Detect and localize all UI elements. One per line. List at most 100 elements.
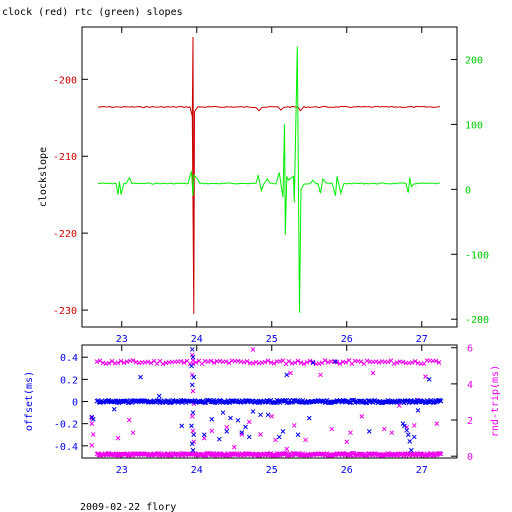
footer-label: 2009-02-22 flory <box>80 502 176 512</box>
roundtrip-point <box>291 423 297 428</box>
offset-point <box>224 429 230 434</box>
roundtrip-point <box>209 428 215 434</box>
roundtrip-y-right-tick-label: 4 <box>467 380 473 391</box>
offset-point <box>190 354 196 360</box>
roundtrip-point <box>231 444 237 450</box>
offset-x-tick-label: 26 <box>341 465 353 476</box>
roundtrip-band-1 <box>94 450 444 458</box>
roundtrip-y-right-tick-label: 2 <box>467 416 473 427</box>
offset-point <box>310 360 316 366</box>
offset-point <box>258 412 263 418</box>
offset-point <box>295 432 301 438</box>
slopes-y-left-tick-label: -230 <box>53 306 77 317</box>
offset-point <box>250 409 256 414</box>
slopes-x-tick-label: 27 <box>416 334 428 345</box>
offset-y-left-tick-label: -0.4 <box>54 442 78 453</box>
offset-point <box>201 432 207 438</box>
slopes-y-left-tick-label: -220 <box>53 229 77 240</box>
slopes-x-tick-label: 25 <box>266 334 278 345</box>
roundtrip-point <box>284 446 290 452</box>
offset-point <box>189 363 194 369</box>
slopes-y-right-tick-label: -100 <box>465 250 489 261</box>
slopes-ylabel: clockslope <box>38 147 49 207</box>
slopes-y-right-tick-label: 100 <box>465 120 483 131</box>
roundtrip-point <box>389 430 395 436</box>
roundtrip-point <box>423 374 428 379</box>
offset-point <box>209 416 215 422</box>
slopes-plot-frame <box>81 26 458 328</box>
roundtrip-point <box>329 426 335 432</box>
offset-x-tick-label: 27 <box>416 465 428 476</box>
roundtrip-point <box>348 430 353 436</box>
roundtrip-point <box>318 372 323 378</box>
slopes-y-left-tick-label: -210 <box>53 152 77 163</box>
roundtrip-point <box>303 437 308 443</box>
offset-point <box>190 410 196 415</box>
offset-ylabel: offset(ms) <box>24 371 35 431</box>
roundtrip-point <box>201 435 207 441</box>
offset-point <box>191 374 197 380</box>
roundtrip-point <box>90 432 96 437</box>
offset-point <box>191 432 197 438</box>
offset-point <box>400 421 406 427</box>
offset-x-tick-label: 23 <box>116 465 128 476</box>
offset-point <box>426 376 432 382</box>
roundtrip-point <box>434 421 440 427</box>
offset-point <box>235 417 241 423</box>
roundtrip-point <box>189 414 195 419</box>
roundtrip-point <box>190 428 196 434</box>
offset-point <box>189 382 195 388</box>
offset-point <box>220 410 226 415</box>
offset-point <box>280 429 286 434</box>
offset-point <box>246 434 252 440</box>
offset-point <box>111 406 117 412</box>
roundtrip-point <box>381 426 387 432</box>
offset-point <box>189 441 195 446</box>
offset-point <box>333 359 338 364</box>
roundtrip-point <box>258 432 263 437</box>
offset-point <box>407 439 413 444</box>
roundtrip-point <box>115 435 121 441</box>
roundtrip-point <box>269 414 275 419</box>
offset-band <box>94 397 444 406</box>
roundtrip-point <box>126 417 132 423</box>
roundtrip-point <box>130 430 136 436</box>
slopes-y-left-tick-label: -200 <box>53 75 77 86</box>
roundtrip-point <box>250 347 256 352</box>
offset-point <box>366 429 372 434</box>
roundtrip-point <box>89 442 95 448</box>
offset-point <box>189 423 194 429</box>
offset-panel: offset(ms) rnd-trip(ms) 23 24 25 26 270.40.2… <box>24 344 501 476</box>
offset-point <box>276 434 282 440</box>
offset-point <box>89 414 95 420</box>
offset-point <box>228 415 233 421</box>
slopes-y-right-tick-label: -200 <box>465 315 489 326</box>
roundtrip-point <box>224 424 230 430</box>
roundtrip-point <box>189 372 195 378</box>
offset-point <box>156 393 162 399</box>
offset-point <box>179 423 185 429</box>
offset-y-left-tick-label: 0 <box>72 398 78 409</box>
offset-point <box>284 372 290 378</box>
roundtrip-point <box>288 370 293 376</box>
offset-y-left-tick-label: 0.2 <box>60 375 78 386</box>
roundtrip-point <box>370 370 376 376</box>
roundtrip-point <box>246 419 252 425</box>
roundtrip-point <box>411 423 417 428</box>
offset-y-left-tick-label: 0.4 <box>60 353 78 364</box>
roundtrip-ylabel: rnd-trip(ms) <box>490 365 501 437</box>
slopes-x-tick-label: 23 <box>116 334 128 345</box>
offset-point <box>216 436 222 442</box>
roundtrip-point <box>359 414 365 419</box>
clock-series-line <box>97 36 441 314</box>
offset-point <box>189 347 195 352</box>
offset-point <box>405 432 411 438</box>
offset-x-tick-label: 25 <box>266 465 278 476</box>
roundtrip-y-right-tick-label: 0 <box>467 452 473 463</box>
offset-point <box>411 434 417 440</box>
slopes-x-tick-label: 26 <box>341 334 353 345</box>
roundtrip-point <box>344 439 350 445</box>
roundtrip-point <box>89 421 95 427</box>
offset-x-tick-label: 24 <box>191 465 203 476</box>
